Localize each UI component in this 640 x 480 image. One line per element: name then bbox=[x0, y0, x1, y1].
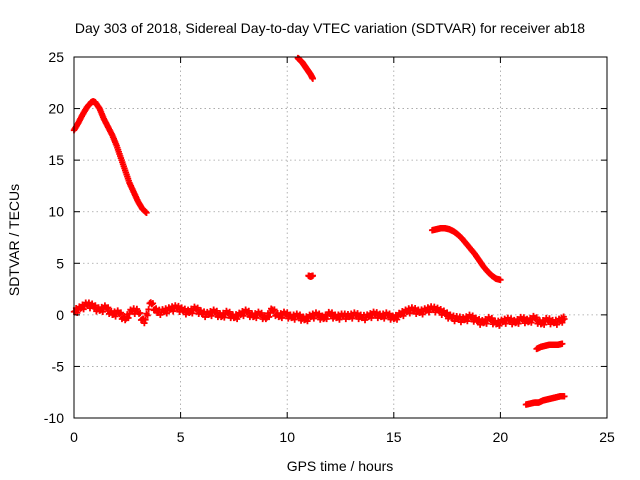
series-5 bbox=[533, 340, 566, 353]
series-6 bbox=[522, 393, 568, 408]
x-tick-label: 5 bbox=[177, 429, 185, 445]
y-tick-label: -10 bbox=[44, 410, 64, 426]
axis-ticks bbox=[73, 56, 608, 419]
data-point bbox=[181, 305, 189, 313]
data-point bbox=[144, 312, 151, 319]
data-point bbox=[464, 317, 471, 325]
x-tick-label: 20 bbox=[493, 429, 509, 445]
data-point bbox=[85, 299, 93, 306]
data-point bbox=[104, 304, 112, 311]
data-point bbox=[278, 314, 286, 322]
chart-title: Day 303 of 2018, Sidereal Day-to-day VTE… bbox=[75, 20, 585, 36]
y-tick-label: 0 bbox=[56, 307, 64, 323]
data-point bbox=[265, 313, 273, 321]
series-4 bbox=[70, 299, 568, 329]
data-point bbox=[80, 305, 87, 313]
data-point bbox=[447, 311, 454, 318]
data-point bbox=[240, 312, 247, 320]
data-point bbox=[253, 314, 260, 322]
x-axis-label: GPS time / hours bbox=[287, 458, 394, 474]
data-point bbox=[533, 314, 540, 321]
series-0 bbox=[70, 98, 150, 216]
series-3 bbox=[428, 225, 504, 283]
data-point bbox=[400, 312, 407, 320]
data-point bbox=[309, 75, 316, 82]
y-tick-label: 10 bbox=[48, 204, 64, 220]
y-tick-label: 20 bbox=[48, 101, 64, 117]
data-point bbox=[189, 310, 196, 317]
data-point bbox=[136, 309, 144, 317]
x-tick-label: 15 bbox=[386, 429, 402, 445]
x-tick-label: 0 bbox=[70, 429, 78, 445]
data-point bbox=[99, 308, 106, 315]
data-point bbox=[323, 315, 330, 323]
data-point bbox=[233, 315, 241, 323]
data-point bbox=[483, 320, 490, 327]
data-point bbox=[393, 316, 401, 323]
data-point bbox=[197, 307, 205, 314]
data-point bbox=[178, 304, 185, 311]
y-tick-label: 25 bbox=[48, 49, 64, 65]
data-point bbox=[304, 317, 311, 325]
y-tick-label: 5 bbox=[56, 255, 64, 271]
data-point bbox=[368, 314, 375, 322]
data-point bbox=[561, 393, 568, 400]
data-point bbox=[221, 314, 228, 321]
x-tick-label: 10 bbox=[279, 429, 295, 445]
y-tick-label: -5 bbox=[52, 358, 65, 374]
data-point bbox=[497, 276, 504, 283]
data-point bbox=[515, 320, 522, 327]
x-tick-label: 25 bbox=[599, 429, 615, 445]
data-point bbox=[141, 319, 148, 327]
data-point bbox=[309, 272, 316, 279]
y-axis-label: SDTVAR / TECUs bbox=[6, 184, 22, 296]
data-point bbox=[431, 303, 438, 310]
axis-tick-labels: 0 5 10 15 20 25 -10 -5 0 5 10 15 20 25 bbox=[44, 49, 615, 445]
series-2 bbox=[305, 272, 316, 280]
data-point bbox=[561, 315, 568, 323]
series-1 bbox=[294, 54, 316, 82]
data-point bbox=[540, 321, 548, 328]
data-point bbox=[117, 309, 125, 316]
data-point bbox=[559, 340, 566, 347]
data-point bbox=[149, 300, 157, 307]
data-points bbox=[70, 54, 568, 408]
data-point bbox=[208, 312, 215, 320]
data-point bbox=[528, 319, 535, 326]
data-point bbox=[143, 209, 150, 216]
plot-frame bbox=[73, 56, 608, 419]
data-point bbox=[271, 306, 278, 313]
data-point bbox=[475, 315, 483, 323]
y-tick-label: 15 bbox=[48, 152, 64, 168]
data-point bbox=[125, 314, 132, 322]
data-point bbox=[142, 316, 149, 323]
